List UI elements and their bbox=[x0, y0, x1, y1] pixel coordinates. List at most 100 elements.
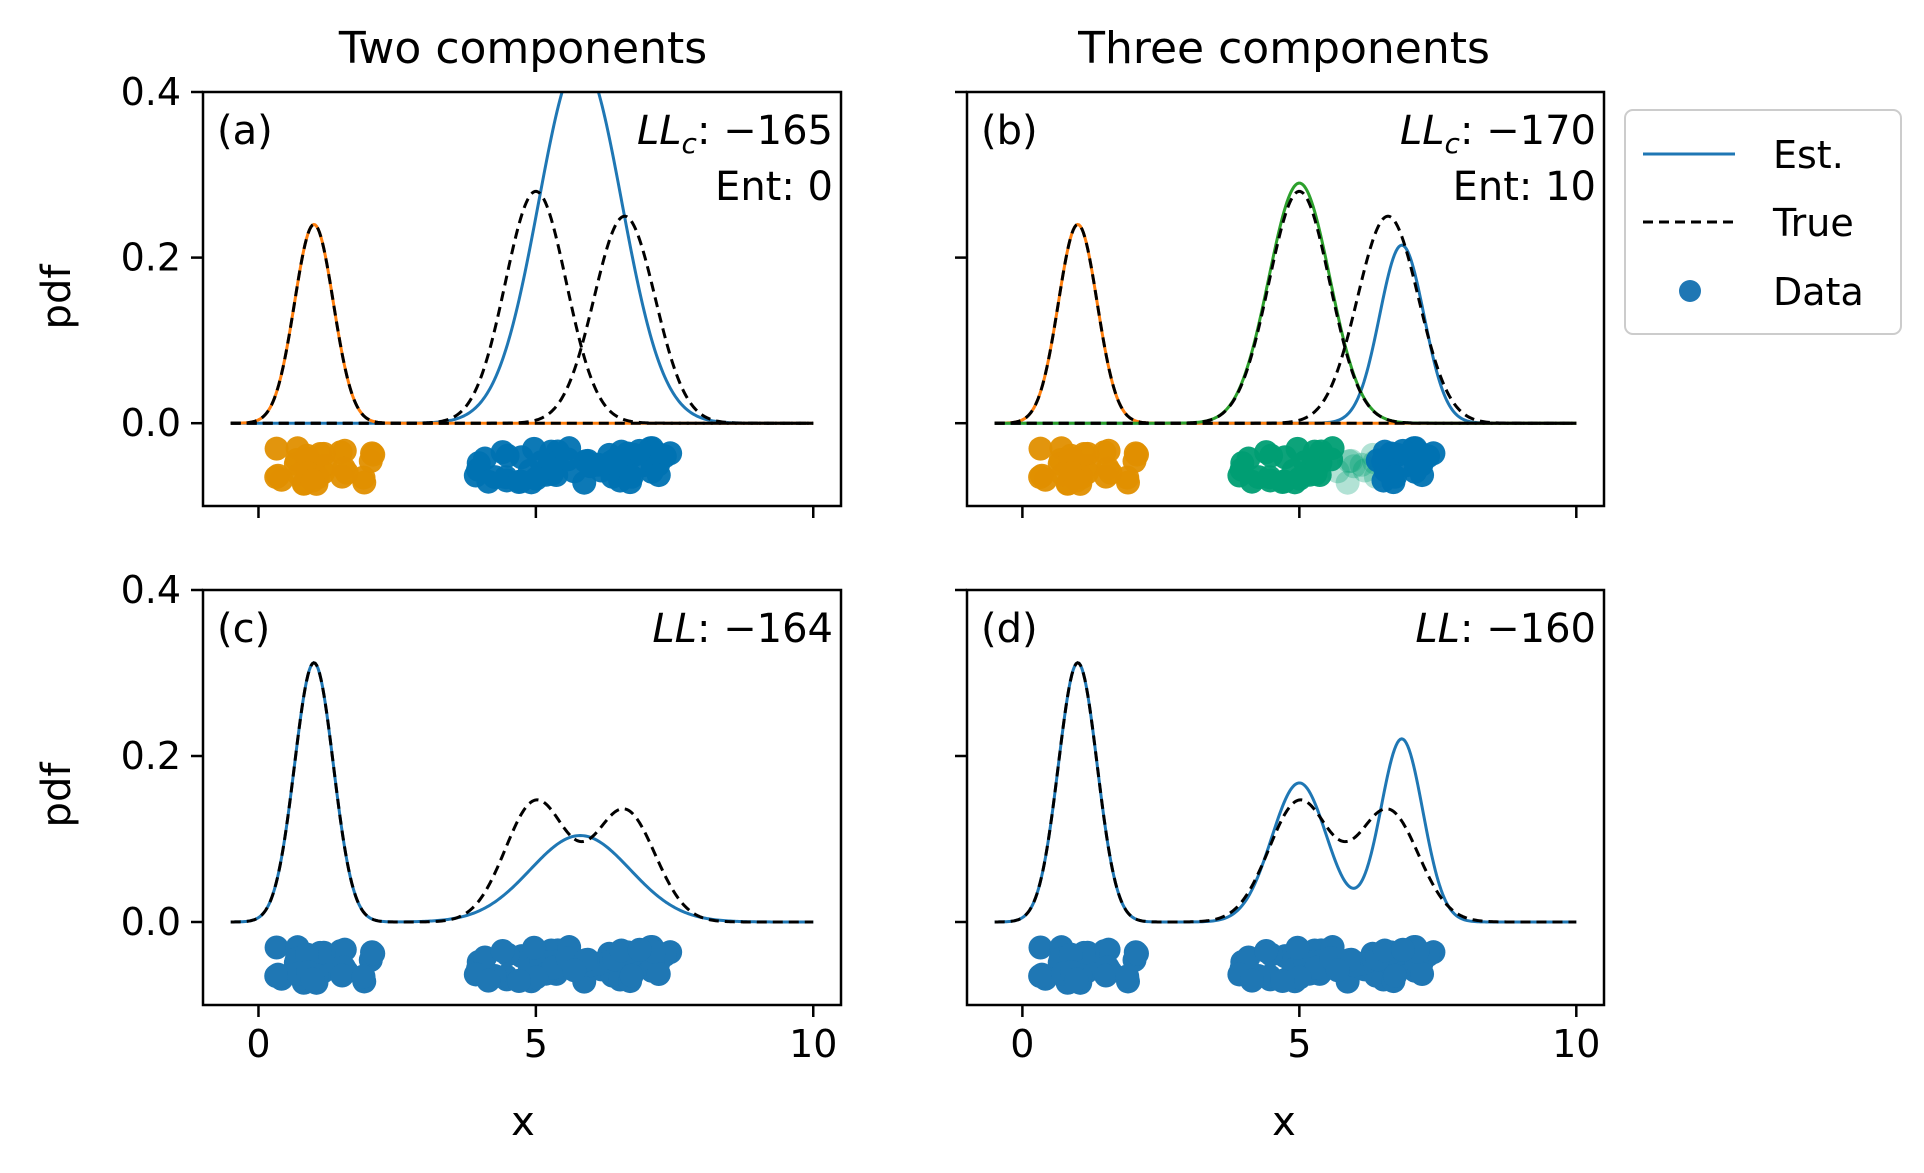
y-tick-label-2: 0.4 bbox=[121, 70, 181, 114]
series-line-4 bbox=[230, 214, 814, 425]
legend: Est. True Data bbox=[1624, 109, 1902, 335]
x-tick-label-2: 10 bbox=[1552, 1022, 1600, 1066]
data-point bbox=[1410, 463, 1435, 488]
data-point bbox=[1285, 436, 1310, 461]
panel-label: (b) bbox=[981, 108, 1038, 154]
data-point bbox=[1028, 436, 1053, 461]
legend-data-label: Data bbox=[1773, 270, 1864, 314]
data-point bbox=[1124, 442, 1149, 467]
data-point bbox=[476, 469, 501, 494]
plot-area bbox=[230, 661, 814, 995]
y-tick-label-0: 0.0 bbox=[121, 900, 181, 944]
legend-true-label: True bbox=[1772, 201, 1854, 245]
data-point bbox=[1058, 443, 1083, 468]
data-point bbox=[361, 941, 386, 966]
series-line-0 bbox=[994, 661, 1577, 924]
data-point bbox=[1239, 469, 1264, 494]
data-point bbox=[1337, 449, 1362, 474]
data-point bbox=[1382, 963, 1407, 988]
data-point bbox=[351, 465, 376, 490]
data-point bbox=[1339, 448, 1364, 473]
data-point bbox=[1325, 459, 1350, 484]
data-point bbox=[264, 935, 289, 960]
data-point bbox=[361, 442, 386, 467]
data-point bbox=[1390, 937, 1415, 962]
data-point bbox=[646, 463, 671, 488]
data-point bbox=[627, 937, 652, 962]
data-point bbox=[562, 459, 587, 484]
legend-frame bbox=[1624, 109, 1902, 335]
stat-value: : −164 bbox=[697, 606, 833, 652]
data-point bbox=[1270, 470, 1295, 495]
stat-symbol: LL bbox=[637, 108, 682, 154]
x-tick-label-1: 5 bbox=[524, 1022, 548, 1066]
series-line-2 bbox=[230, 222, 814, 425]
data-point bbox=[1093, 464, 1118, 489]
data-point bbox=[1064, 468, 1089, 493]
data-point bbox=[619, 464, 644, 489]
series-line-1 bbox=[230, 222, 814, 425]
data-point bbox=[300, 468, 325, 493]
data-point bbox=[1115, 964, 1140, 989]
series-line-0 bbox=[230, 661, 814, 924]
panel-d: 0 5 10 (d) LL: −160 bbox=[955, 588, 1606, 1066]
panel-label: (a) bbox=[217, 108, 273, 154]
stat-symbol: LL bbox=[652, 606, 697, 652]
axes-frame bbox=[201, 588, 843, 1007]
data-point bbox=[506, 470, 531, 495]
data-point bbox=[264, 465, 289, 490]
data-point bbox=[490, 440, 515, 465]
legend-est-label: Est. bbox=[1773, 133, 1844, 177]
data-point bbox=[1254, 440, 1279, 465]
data-point bbox=[330, 464, 355, 489]
stat-text-0: LLc: −165 bbox=[637, 108, 833, 160]
plot-area bbox=[230, 92, 814, 496]
panel-label: (d) bbox=[981, 606, 1038, 652]
data-point bbox=[506, 968, 531, 993]
axes-frame bbox=[965, 588, 1606, 1007]
data-point bbox=[627, 438, 652, 463]
data-point bbox=[1335, 470, 1360, 495]
data-point bbox=[619, 963, 644, 988]
x-tick-label-1: 5 bbox=[1287, 1022, 1311, 1066]
data-point bbox=[1093, 963, 1118, 988]
series-line-1 bbox=[994, 222, 1577, 425]
data-point bbox=[1382, 464, 1407, 489]
data-point bbox=[1254, 938, 1279, 963]
data-point bbox=[1239, 968, 1264, 993]
axes-frame bbox=[201, 90, 843, 508]
ylabel-top: pdf bbox=[34, 264, 80, 330]
data-point bbox=[1410, 962, 1435, 987]
stat-value: : −165 bbox=[697, 108, 833, 154]
col-title-right: Three components bbox=[1077, 23, 1490, 74]
stat-text-1: Ent: 10 bbox=[1453, 164, 1596, 210]
stat-subscript: c bbox=[682, 127, 698, 160]
data-point bbox=[1341, 454, 1366, 479]
data-point bbox=[332, 438, 357, 463]
data-point bbox=[1028, 935, 1053, 960]
stat-symbol: LL bbox=[1415, 606, 1460, 652]
data-point bbox=[522, 935, 547, 960]
data-point bbox=[562, 958, 587, 983]
stat-text-0: LLc: −170 bbox=[1400, 108, 1596, 160]
data-point bbox=[476, 968, 501, 993]
y-tick-label-2: 0.4 bbox=[121, 568, 181, 612]
data-point bbox=[351, 964, 376, 989]
panel-c: 0 5 10 0.0 0.2 0.4 (c) LL: −164 bbox=[121, 568, 843, 1066]
data-point bbox=[1115, 465, 1140, 490]
data-point bbox=[609, 938, 634, 963]
data-point bbox=[264, 964, 289, 989]
data-point bbox=[1058, 942, 1083, 967]
data-point bbox=[1096, 438, 1121, 463]
data-point bbox=[609, 439, 634, 464]
data-point bbox=[332, 937, 357, 962]
legend-data-marker bbox=[1679, 280, 1701, 302]
plot-area bbox=[994, 661, 1577, 995]
series-line-0 bbox=[994, 243, 1577, 425]
series-line-5 bbox=[994, 214, 1577, 425]
data-point bbox=[1096, 937, 1121, 962]
data-point bbox=[1285, 935, 1310, 960]
y-tick-label-1: 0.2 bbox=[121, 734, 181, 778]
